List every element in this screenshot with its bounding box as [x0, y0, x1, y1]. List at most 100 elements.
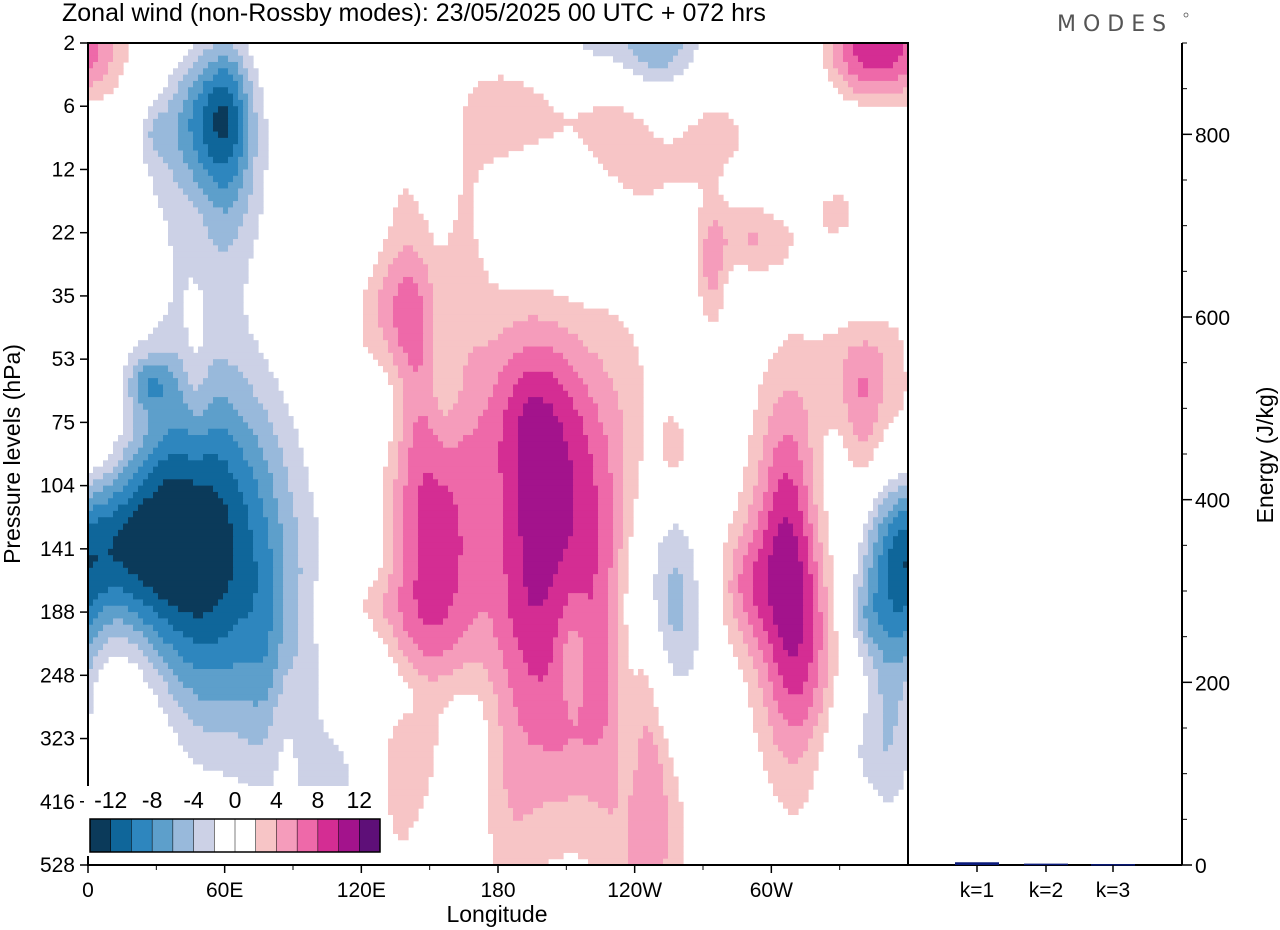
- heatmap-cell: [163, 314, 184, 322]
- heatmap-cell: [88, 675, 99, 683]
- heatmap-cell: [403, 567, 419, 575]
- heatmap-cell: [138, 384, 149, 392]
- heatmap-cell: [118, 460, 129, 468]
- heatmap-cell: [798, 536, 809, 544]
- heatmap-cell: [168, 80, 179, 88]
- heatmap-cell: [528, 314, 539, 322]
- heatmap-cell: [88, 49, 99, 57]
- heatmap-cell: [683, 624, 699, 632]
- heatmap-cell: [598, 504, 614, 512]
- heatmap-cell: [203, 409, 239, 417]
- heatmap-cell: [773, 618, 804, 626]
- heatmap-cell: [883, 624, 908, 632]
- heatmap-cell: [233, 472, 254, 480]
- heatmap-cell: [593, 454, 609, 461]
- heatmap-cell: [293, 744, 339, 752]
- heatmap-cell: [513, 687, 564, 695]
- heatmap-cell: [493, 858, 549, 865]
- heatmap-cell: [753, 529, 764, 537]
- heatmap-cell: [173, 624, 234, 632]
- heatmap-cell: [658, 751, 669, 759]
- heatmap-cell: [628, 801, 669, 809]
- heatmap-cell: [858, 390, 869, 398]
- heatmap-cell: [493, 846, 629, 853]
- heatmap-cell: [158, 668, 174, 676]
- heatmap-cell: [508, 397, 529, 405]
- heatmap-cell: [553, 403, 574, 411]
- heatmap-cell: [398, 283, 419, 291]
- heatmap-cell: [753, 706, 769, 714]
- y-tick-label: 104: [40, 475, 75, 498]
- heatmap-cell: [618, 650, 629, 657]
- heatmap-cell: [728, 586, 739, 594]
- heatmap-cell: [573, 403, 599, 411]
- heatmap-cell: [608, 605, 619, 613]
- heatmap-cell: [393, 359, 409, 367]
- heatmap-cell: [168, 232, 209, 240]
- heatmap-cell: [698, 232, 709, 240]
- heatmap-cell: [418, 289, 434, 297]
- heatmap-cell: [468, 99, 549, 107]
- heatmap-cell: [858, 751, 908, 759]
- heatmap-cell: [193, 131, 204, 139]
- heatmap-cell: [613, 517, 624, 525]
- heatmap-cell: [703, 308, 719, 316]
- heatmap-cell: [258, 586, 274, 594]
- heatmap-cell: [458, 194, 474, 202]
- heatmap-cell: [403, 498, 419, 506]
- heatmap-cell: [478, 422, 504, 430]
- heatmap-cell: [858, 586, 869, 594]
- heatmap-cell: [503, 757, 619, 765]
- energy-tick-label: 800: [1195, 124, 1230, 147]
- heatmap-cell: [808, 567, 819, 575]
- heatmap-cell: [783, 435, 794, 442]
- heatmap-cell: [228, 460, 249, 468]
- heatmap-cell: [403, 384, 434, 392]
- heatmap-cell: [893, 738, 908, 746]
- heatmap-cell: [633, 782, 664, 790]
- heatmap-cell: [563, 435, 589, 442]
- heatmap-cell: [433, 390, 459, 398]
- heatmap-cell: [818, 713, 829, 721]
- heatmap-cell: [803, 472, 814, 480]
- heatmap-cell: [688, 125, 739, 133]
- heatmap-cell: [488, 719, 499, 727]
- heatmap-cell: [143, 668, 159, 676]
- heatmap-cell: [368, 346, 389, 354]
- heatmap-cell: [208, 169, 239, 177]
- heatmap-cell: [168, 618, 239, 626]
- heatmap-cell: [213, 125, 229, 133]
- heatmap-cell: [858, 99, 908, 107]
- heatmap-cell: [758, 744, 779, 752]
- heatmap-cell: [493, 384, 514, 392]
- heatmap-cell: [388, 763, 434, 771]
- heatmap-cell: [668, 833, 684, 841]
- heatmap-cell: [663, 441, 684, 449]
- heatmap-cell: [258, 561, 274, 569]
- heatmap-cell: [463, 378, 499, 386]
- heatmap-cell: [868, 529, 879, 537]
- heatmap-cell: [383, 536, 394, 544]
- heatmap-cell: [173, 68, 189, 76]
- heatmap-cell: [653, 580, 669, 588]
- heatmap-cell: [883, 700, 899, 708]
- heatmap-cell: [768, 428, 809, 436]
- heatmap-cell: [393, 384, 404, 392]
- heatmap-cell: [383, 239, 434, 246]
- heatmap-cell: [503, 763, 619, 771]
- heatmap-cell: [773, 536, 799, 544]
- heatmap-cell: [878, 586, 889, 594]
- heatmap-cell: [298, 624, 314, 632]
- heatmap-cell: [638, 668, 644, 676]
- heatmap-cell: [758, 605, 774, 613]
- heatmap-cell: [248, 422, 274, 430]
- heatmap-cell: [808, 504, 819, 512]
- heatmap-cell: [813, 700, 824, 708]
- heatmap-cell: [213, 112, 229, 120]
- heatmap-cell: [523, 814, 629, 822]
- heatmap-cell: [723, 567, 734, 575]
- heatmap-cell: [418, 523, 459, 531]
- heatmap-cell: [88, 536, 114, 544]
- colorbar-swatch: [110, 818, 132, 853]
- heatmap-cell: [203, 106, 219, 114]
